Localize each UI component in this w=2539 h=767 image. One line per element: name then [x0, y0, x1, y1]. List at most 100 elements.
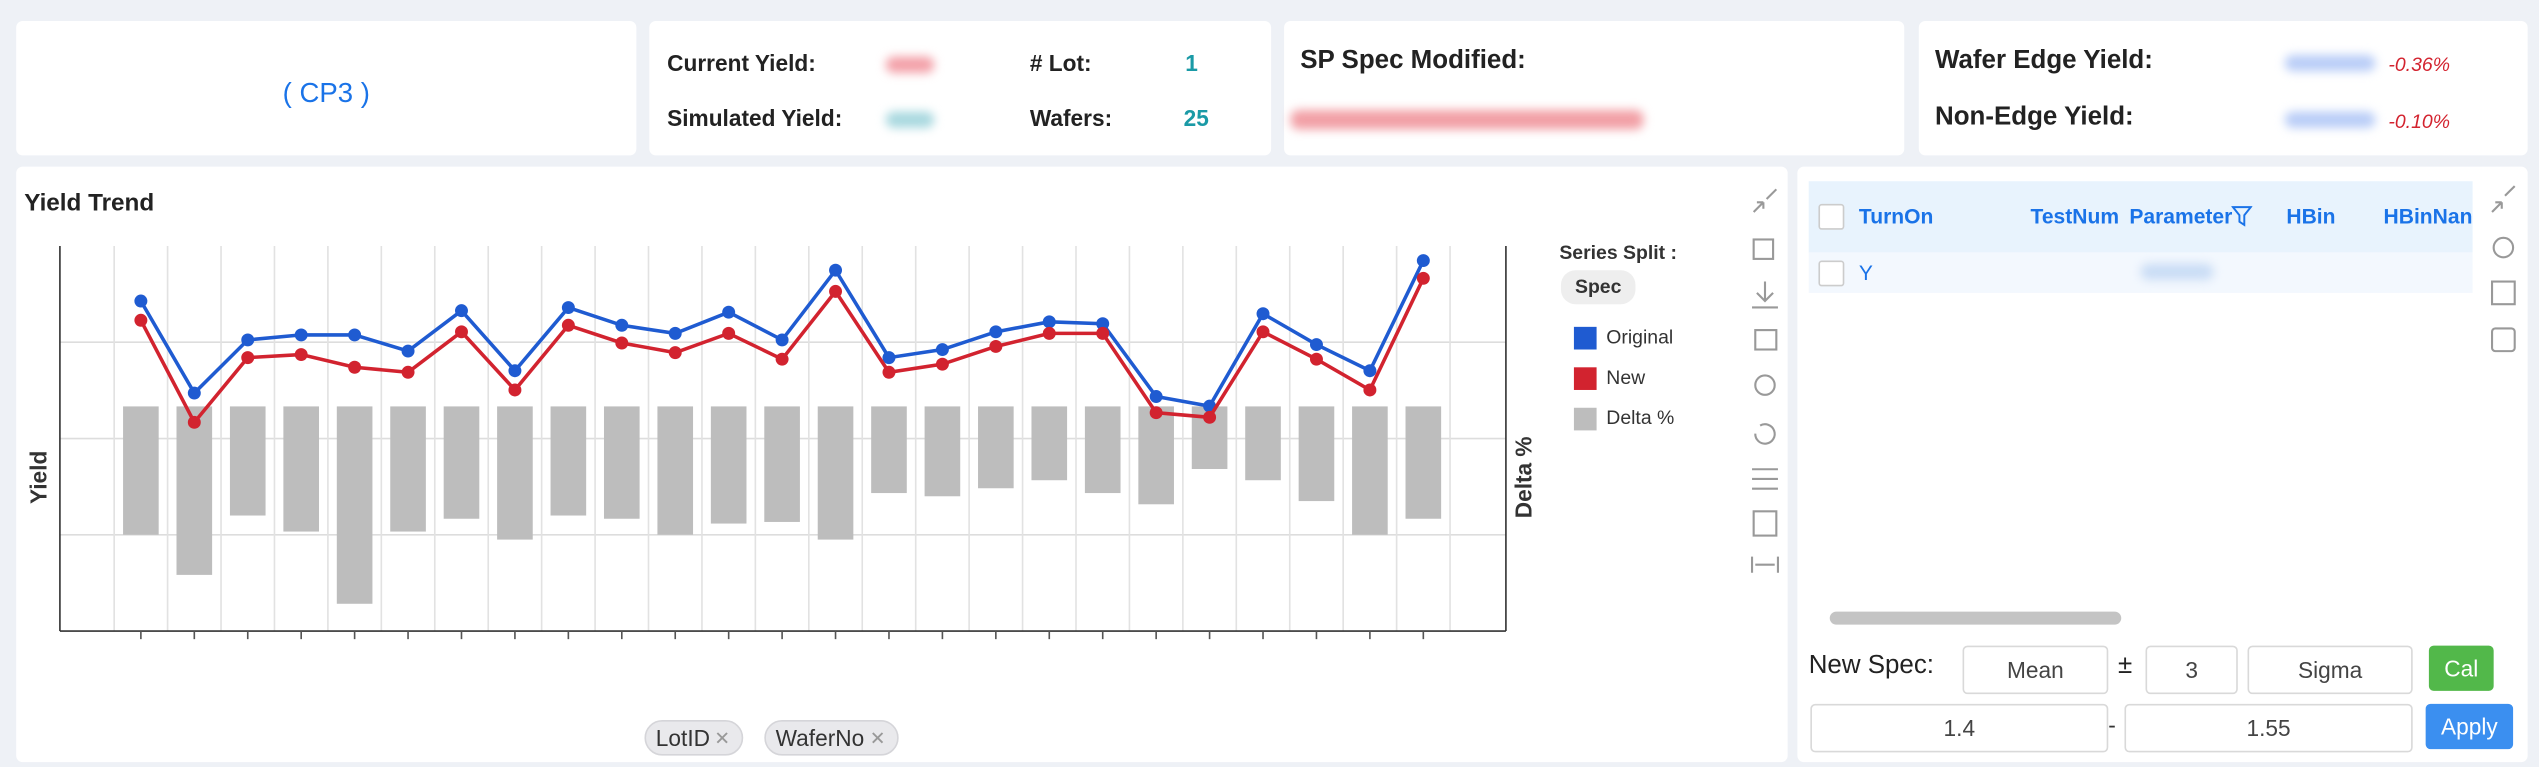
point: [294, 328, 308, 342]
cal-button[interactable]: Cal: [2428, 645, 2494, 691]
point: [1149, 406, 1163, 420]
icon-add[interactable]: [1752, 510, 1778, 537]
icon-expand[interactable]: [1752, 188, 1778, 213]
legend-group[interactable]: Spec: [1575, 276, 1622, 298]
lot-name: ( CP3 ): [16, 78, 636, 110]
icon-settings[interactable]: [2492, 236, 2515, 259]
chip-remove[interactable]: [710, 730, 733, 746]
chip-label: LotID: [655, 724, 710, 751]
scrollbar[interactable]: [1829, 611, 2122, 625]
point: [455, 325, 468, 339]
icon-settings[interactable]: [1754, 374, 1776, 396]
value: 25: [1183, 105, 1209, 132]
input-value: 1.55: [2246, 715, 2291, 742]
delta-bar: [657, 406, 694, 535]
column-header[interactable]: TurnOn: [1858, 203, 1934, 229]
icon-list[interactable]: [1752, 468, 1778, 490]
column-header[interactable]: Parameter: [2129, 203, 2233, 229]
checkbox[interactable]: [1818, 260, 1845, 287]
redacted: [885, 56, 935, 73]
icon-table[interactable]: [1754, 329, 1778, 351]
column-header[interactable]: HBinNan: [2383, 203, 2473, 229]
point: [1096, 317, 1110, 331]
y2-axis-label: Delta %: [1510, 436, 1536, 518]
point: [668, 346, 682, 360]
legend-label: Original: [1606, 326, 1673, 348]
column-header[interactable]: TestNum: [2030, 203, 2120, 229]
legend-swatch: [1573, 407, 1597, 431]
legend-swatch: [1573, 326, 1597, 350]
icon-fit[interactable]: [1750, 556, 1779, 573]
point: [508, 383, 522, 397]
point: [1042, 315, 1056, 329]
icon-refresh[interactable]: [2490, 327, 2516, 353]
point: [1042, 326, 1056, 340]
point: [1256, 307, 1270, 321]
point: [882, 351, 896, 365]
delta-bar: [710, 406, 747, 524]
label: Wafers:: [1029, 105, 1113, 132]
point: [722, 326, 736, 340]
point: [722, 305, 736, 319]
lot[interactable]: CP3: [299, 77, 354, 109]
filter-icon[interactable]: [2231, 205, 2253, 227]
table-toolbar: [2490, 185, 2516, 353]
dash: -: [2108, 711, 2116, 738]
point: [1309, 338, 1323, 352]
icon-grid[interactable]: [2490, 280, 2516, 306]
point: [1203, 410, 1217, 424]
delta-bar: [603, 406, 640, 519]
filter-chip[interactable]: WaferNo: [764, 720, 899, 756]
delta-bar: [924, 406, 961, 497]
lot-card: ( CP3 ): [16, 21, 637, 156]
icon-download[interactable]: [1752, 281, 1778, 309]
point: [615, 336, 629, 350]
x-icon: [717, 732, 729, 744]
point: [1309, 352, 1323, 366]
filter-chip[interactable]: LotID: [644, 720, 744, 756]
input[interactable]: 1.55: [2124, 703, 2413, 753]
table-header: [1808, 181, 2473, 253]
input[interactable]: 3: [2145, 645, 2238, 695]
chip-remove[interactable]: [864, 730, 887, 746]
delta-bar: [229, 406, 266, 516]
value: 1: [1185, 50, 1198, 77]
icon-expand[interactable]: [2491, 185, 2516, 213]
delta-bar: [550, 406, 587, 516]
label: Non-Edge Yield:: [1935, 103, 2134, 132]
label: Current Yield:: [667, 50, 816, 77]
series-line: [139, 277, 1425, 426]
checkbox[interactable]: [1818, 203, 1845, 230]
select[interactable]: Mean: [1962, 645, 2109, 695]
spec-card: SP Spec Modified:: [1284, 21, 1905, 156]
apply-button[interactable]: Apply: [2425, 703, 2514, 750]
point: [1416, 271, 1430, 285]
legend-label: Delta %: [1606, 407, 1674, 429]
point: [187, 415, 201, 429]
cell: Y: [1858, 260, 1873, 285]
point: [348, 360, 362, 374]
input[interactable]: 1.4: [1810, 703, 2109, 753]
label: Simulated Yield:: [667, 105, 843, 132]
redacted: [885, 111, 935, 128]
chip-label: WaferNo: [775, 724, 865, 751]
point: [989, 339, 1003, 353]
delta: -0.36%: [2388, 53, 2450, 77]
yield-card: Current Yield: # Lot: 1 Simulated Yield:…: [649, 21, 1272, 156]
column-header[interactable]: HBin: [2286, 203, 2336, 229]
delta-bar: [817, 406, 854, 540]
icon-reset[interactable]: [1754, 423, 1776, 445]
select[interactable]: Sigma: [2247, 645, 2413, 695]
point: [241, 351, 255, 365]
label: SP Spec Modified:: [1300, 46, 1526, 75]
x-icon: [871, 732, 883, 744]
point: [1149, 390, 1163, 404]
point: [989, 325, 1003, 339]
delta-bar: [443, 406, 480, 519]
point: [775, 352, 789, 366]
delta-bar: [871, 406, 907, 494]
icon-copy[interactable]: [1752, 238, 1775, 260]
delta-bar: [336, 406, 373, 604]
